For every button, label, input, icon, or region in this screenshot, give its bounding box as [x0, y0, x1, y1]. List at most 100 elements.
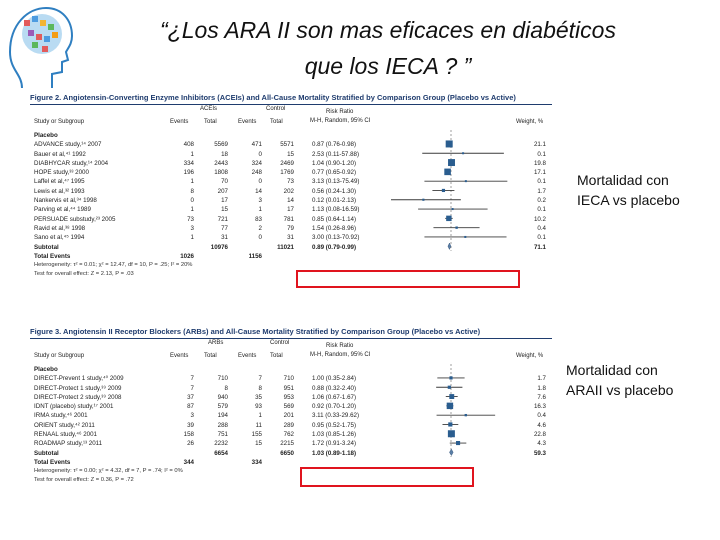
- figure3-cell-t2: 951: [283, 384, 294, 392]
- figure2-study-header: Study or Subgroup: [34, 119, 85, 125]
- figure3-rows: Placebo DIRECT-Prevent 1 study,⁴⁰ 2009 7 7…: [30, 365, 552, 467]
- figure2-group2-header: Control: [266, 106, 286, 112]
- figure3-cell-e1: 87: [187, 403, 194, 411]
- figure3-cell-w: 16.3: [533, 403, 546, 411]
- callout-araii-line2: ARAII vs placebo: [566, 382, 674, 398]
- figure2-cell-t2: 14: [287, 197, 294, 205]
- figure3-forest-plot: Figure 3. Angiotensin II Receptor Blocke…: [30, 326, 552, 536]
- figure3-cell-rr: 1.00 (0.35-2.84): [312, 375, 357, 383]
- figure2-weight-header: Weight, %: [516, 119, 544, 125]
- figure2-cell-e1: 3: [190, 224, 194, 232]
- figure3-point-estimate: [447, 430, 455, 438]
- figure2-cell-rr: 1.04 (0.90-1.20): [312, 159, 357, 167]
- figure3-point-estimate: [464, 413, 467, 417]
- figure2-title: Figure 2. Angiotensin-Converting Enzyme …: [30, 92, 552, 105]
- figure3-subtotal-diamond: [449, 448, 454, 457]
- figure3-subtotal-t2: 6650: [280, 449, 294, 457]
- figure2-cell-t2: 73: [287, 178, 294, 186]
- figure2-cell-study: Lewis et al,³² 1993: [34, 187, 85, 195]
- figure3-cell-study: DIRECT-Prevent 1 study,⁴⁰ 2009: [34, 375, 124, 383]
- figure3-cell-e1: 37: [187, 393, 194, 401]
- figure2-subtotal-row: Subtotal 10976 11021 0.89 (0.79-0.99) 71.1: [30, 243, 552, 252]
- slide-title: “¿Los ARA II son mas eficaces en diabéti…: [88, 12, 688, 84]
- highlight-box-ieca-subtotal: [296, 270, 520, 288]
- figure2-total-e1: 1026: [180, 252, 194, 260]
- figure2-point-estimate: [422, 198, 425, 201]
- figure2-study-row: Sano et al,⁴⁵ 1994 1 31 0 31 3.00 (0.13-70.92…: [30, 233, 552, 242]
- figure2-cell-rr: 1.13 (0.08-16.59): [312, 206, 360, 214]
- figure3-header: ARBs Control Risk Ratio Study or Subgrou…: [30, 339, 552, 365]
- figure3-study-row: IRMA study,⁴⁶ 2001 3 194 1 201 3.11 (0.33-29.…: [30, 411, 552, 420]
- figure2-cell-w: 19.8: [533, 159, 546, 167]
- figure3-cell-t2: 762: [283, 431, 294, 439]
- figure3-forest-svg: [436, 364, 496, 457]
- figure2-cell-t1: 1808: [214, 169, 228, 177]
- figure3-total2-header: Total: [270, 353, 283, 359]
- figure3-subtotal-w: 59.3: [533, 449, 546, 457]
- brain-head-logo-icon: [2, 0, 76, 92]
- figure2-total-label: Total Events: [34, 252, 71, 260]
- figure2-point-estimate: [455, 226, 458, 229]
- figure2-cell-rr: 1.54 (0.26-8.96): [312, 224, 357, 232]
- figure2-cell-rr: 0.87 (0.76-0.98): [312, 141, 357, 149]
- figure3-cell-e2: 35: [255, 393, 262, 401]
- figure3-study-row: DIRECT-Protect 1 study,³⁹ 2009 7 8 8 951 0.88…: [30, 384, 552, 393]
- figure3-cell-t1: 940: [217, 393, 228, 401]
- figure2-cell-w: 21.1: [533, 141, 546, 149]
- figure2-subtotal-label: Subtotal: [34, 243, 59, 251]
- figure2-cell-t2: 202: [283, 187, 294, 195]
- figure2-cell-t2: 2469: [280, 159, 294, 167]
- figure3-cell-w: 0.4: [537, 412, 546, 420]
- callout-ieca-line1: Mortalidad con: [577, 172, 669, 188]
- figure2-cell-e1: 1: [190, 206, 194, 214]
- figure2-group-label: Placebo: [34, 132, 58, 139]
- figure3-total-e2: 334: [251, 458, 262, 466]
- figure2-total1-header: Total: [204, 119, 217, 125]
- figure2-cell-study: Nankervis et al,³⁴ 1998: [34, 197, 97, 205]
- figure2-study-row: Laffel et al,⁴⁷ 1995 1 70 0 73 3.13 (0.13-75.…: [30, 177, 552, 186]
- figure2-cell-rr: 0.12 (0.01-2.13): [312, 197, 357, 205]
- figure2-point-estimate: [464, 180, 467, 183]
- figure3-cell-t2: 569: [283, 403, 294, 411]
- figure2-study-row: DIABHYCAR study,¹⁴ 2004 334 2443 324 2469 1.0…: [30, 159, 552, 168]
- figure2-cell-w: 10.2: [533, 215, 546, 223]
- figure2-cell-study: ADVANCE study,¹⁴ 2007: [34, 141, 102, 149]
- figure3-cell-e2: 1: [258, 412, 262, 420]
- figure2-cell-w: 17.1: [533, 169, 546, 177]
- figure2-cell-t1: 77: [221, 224, 228, 232]
- figure2-cell-e2: 0: [258, 178, 262, 186]
- figure2-cell-rr: 3.00 (0.13-70.92): [312, 234, 360, 242]
- figure3-cell-e2: 11: [255, 421, 262, 429]
- figure2-cell-t2: 17: [287, 206, 294, 214]
- figure3-study-row: DIRECT-Prevent 1 study,⁴⁰ 2009 7 710 7 710 1.…: [30, 374, 552, 383]
- figure2-point-estimate: [464, 235, 467, 238]
- figure2-cell-t2: 31: [287, 234, 294, 242]
- figure3-subtotal-t1: 6654: [214, 449, 228, 457]
- figure3-cell-rr: 1.06 (0.67-1.67): [312, 393, 357, 401]
- figure3-total1-header: Total: [204, 353, 217, 359]
- figure2-cell-e1: 408: [183, 141, 194, 149]
- figure3-cell-study: RENAAL study,⁴⁶ 2001: [34, 431, 97, 439]
- figure3-point-estimate: [448, 422, 453, 427]
- figure2-forest-svg: [391, 130, 508, 251]
- figure2-study-row: Parving et al,⁴⁴ 1989 1 15 1 17 1.13 (0.08-16…: [30, 205, 552, 214]
- figure2-point-estimate: [445, 140, 453, 148]
- figure2-cell-e2: 0: [258, 234, 262, 242]
- figure2-cell-e2: 83: [255, 215, 262, 223]
- figure2-cell-e1: 334: [183, 159, 194, 167]
- figure2-cell-e1: 1: [190, 178, 194, 186]
- figure3-subtotal-row: Subtotal 6654 6650 1.03 (0.89-1.18) 59.3: [30, 449, 552, 458]
- figure3-total-e1: 344: [183, 458, 194, 466]
- figure3-cell-e1: 26: [187, 440, 194, 448]
- figure2-cell-w: 0.1: [537, 206, 546, 214]
- figure3-cell-t1: 710: [217, 375, 228, 383]
- figure3-cell-t2: 710: [283, 375, 294, 383]
- figure2-subtotal-w: 71.1: [533, 243, 546, 251]
- figure2-cell-e2: 324: [251, 159, 262, 167]
- figure2-cell-t2: 15: [287, 150, 294, 158]
- slide-title-line2: que los IECA ? ”: [304, 53, 472, 79]
- figure3-subtotal-rr: 1.03 (0.89-1.18): [312, 449, 357, 457]
- figure3-cell-t2: 201: [283, 412, 294, 420]
- figure3-cell-e2: 93: [255, 403, 262, 411]
- figure2-heterogeneity: Heterogeneity: τ² = 0.01; χ² = 12.47, df…: [34, 262, 193, 269]
